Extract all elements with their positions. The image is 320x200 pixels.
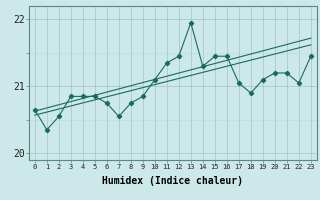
X-axis label: Humidex (Indice chaleur): Humidex (Indice chaleur) — [102, 176, 243, 186]
